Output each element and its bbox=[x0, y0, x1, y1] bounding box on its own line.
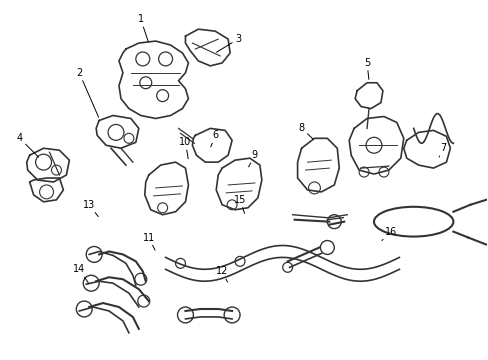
Text: 4: 4 bbox=[17, 133, 39, 157]
Text: 7: 7 bbox=[438, 143, 446, 157]
Text: 2: 2 bbox=[76, 68, 99, 117]
Text: 6: 6 bbox=[210, 130, 218, 147]
Text: 13: 13 bbox=[83, 200, 98, 217]
Text: 16: 16 bbox=[381, 226, 396, 240]
Text: 5: 5 bbox=[363, 58, 369, 80]
Text: 11: 11 bbox=[142, 233, 155, 250]
Text: 8: 8 bbox=[298, 123, 313, 139]
Text: 3: 3 bbox=[216, 34, 241, 52]
Text: 1: 1 bbox=[138, 14, 148, 42]
Text: 12: 12 bbox=[216, 266, 228, 282]
Text: 14: 14 bbox=[73, 264, 88, 283]
Text: 10: 10 bbox=[179, 137, 191, 159]
Text: 15: 15 bbox=[233, 195, 246, 213]
Text: 9: 9 bbox=[248, 150, 258, 167]
